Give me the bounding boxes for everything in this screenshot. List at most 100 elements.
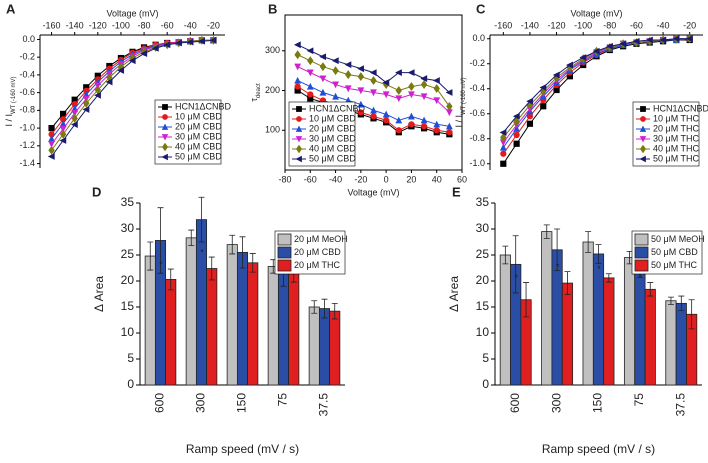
bar — [318, 308, 331, 386]
x-tick-label: -100 — [574, 20, 592, 30]
legend-label: 50 μM CBD — [651, 247, 698, 257]
y-tick-label: 0.0 — [22, 34, 35, 44]
y-tick-label: 300 — [265, 45, 280, 55]
legend-box — [288, 101, 356, 167]
marker — [140, 50, 148, 58]
legend-swatch — [634, 259, 649, 272]
y-tick-label: -1.4 — [19, 158, 35, 168]
marker — [295, 125, 303, 132]
marker — [357, 87, 365, 95]
marker — [319, 75, 327, 83]
panel-label: D — [92, 184, 101, 199]
marker — [632, 37, 640, 45]
marker — [433, 97, 441, 105]
x-tick-label: -80 — [603, 20, 616, 30]
marker — [640, 116, 646, 122]
legend-swatch — [634, 233, 649, 246]
y-tick-label: -0.2 — [19, 52, 35, 62]
marker — [175, 39, 182, 47]
marker — [357, 72, 365, 82]
x-tick-label: 300 — [194, 393, 208, 413]
y-tick-label: 15 — [121, 299, 135, 313]
marker — [370, 113, 377, 120]
legend-label: 50 μM THC — [651, 260, 698, 270]
marker — [420, 93, 428, 101]
marker — [446, 129, 453, 136]
error-bar — [157, 207, 164, 274]
x-tick-label: 150 — [591, 393, 605, 413]
x-tick-label: -20 — [207, 20, 220, 30]
marker — [344, 70, 352, 80]
marker — [294, 50, 301, 60]
error-bar — [605, 273, 612, 283]
marker — [163, 41, 171, 49]
legend-label: HCN1ΔCNBD — [653, 103, 708, 113]
legend-label: 50 μM CBD — [309, 153, 356, 163]
y-tick-label: -1.0 — [469, 158, 485, 168]
error-bar — [311, 300, 318, 314]
y-tick-label: -1.2 — [19, 140, 35, 150]
marker — [357, 100, 365, 108]
bar — [267, 266, 279, 386]
x-tick-label: -40 — [329, 174, 342, 184]
legend-label: HCN1ΔCNBD — [175, 101, 232, 111]
significance-mark: * — [200, 247, 204, 257]
y-axis-label: Δ Area — [92, 276, 106, 312]
error-bar — [585, 231, 592, 253]
y-tick-label: -0.8 — [469, 133, 485, 143]
marker — [370, 106, 377, 114]
marker — [307, 91, 314, 98]
marker — [382, 91, 390, 99]
marker — [332, 92, 339, 100]
marker — [198, 37, 205, 45]
y-tick-label: 10 — [476, 325, 490, 339]
marker — [94, 91, 101, 99]
marker — [512, 112, 520, 120]
error-bar — [667, 296, 674, 305]
x-tick-label: 150 — [235, 393, 249, 413]
y-axis-label-main: I / I — [454, 115, 464, 128]
significance-mark: * — [556, 262, 560, 272]
y-axis-label-main: Δ Area — [447, 276, 461, 312]
significance-mark: * — [639, 273, 643, 283]
marker — [553, 86, 560, 94]
marker — [566, 61, 573, 69]
legend-label: 50 μM MeOH — [651, 234, 705, 244]
x-tick-label: -80 — [278, 174, 291, 184]
error-bar — [678, 295, 685, 312]
y-axis-label-main: τ — [249, 98, 259, 102]
x-tick-label: -20 — [354, 174, 367, 184]
error-bar — [321, 298, 328, 319]
marker — [659, 36, 667, 44]
legend-box — [632, 101, 700, 167]
y-tick-label: -0.2 — [469, 58, 485, 68]
marker — [420, 75, 428, 82]
y-tick-label: -0.6 — [469, 108, 485, 118]
marker — [513, 140, 520, 147]
x-tick-label: -60 — [161, 20, 174, 30]
error-bar — [502, 245, 509, 265]
y-tick-label: 100 — [265, 125, 280, 135]
marker — [370, 89, 377, 97]
panel-label: A — [6, 1, 16, 16]
bar — [561, 282, 574, 386]
y-axis-label-main: I / I — [4, 114, 14, 127]
marker — [294, 63, 302, 71]
y-tick-label: 0.0 — [472, 33, 485, 43]
x-tick-label: 75 — [632, 393, 646, 407]
marker — [295, 136, 303, 143]
marker — [162, 104, 168, 110]
legend-label: 20 μM CBD — [309, 123, 356, 133]
marker — [639, 136, 647, 143]
x-tick-label: -40 — [657, 20, 670, 30]
legend-swatch — [277, 233, 292, 246]
bar — [634, 269, 646, 386]
marker — [369, 69, 377, 77]
error-bar — [167, 268, 174, 291]
bar — [185, 237, 197, 386]
marker — [296, 106, 302, 112]
marker — [331, 57, 339, 65]
marker — [332, 81, 339, 89]
marker — [539, 84, 547, 91]
